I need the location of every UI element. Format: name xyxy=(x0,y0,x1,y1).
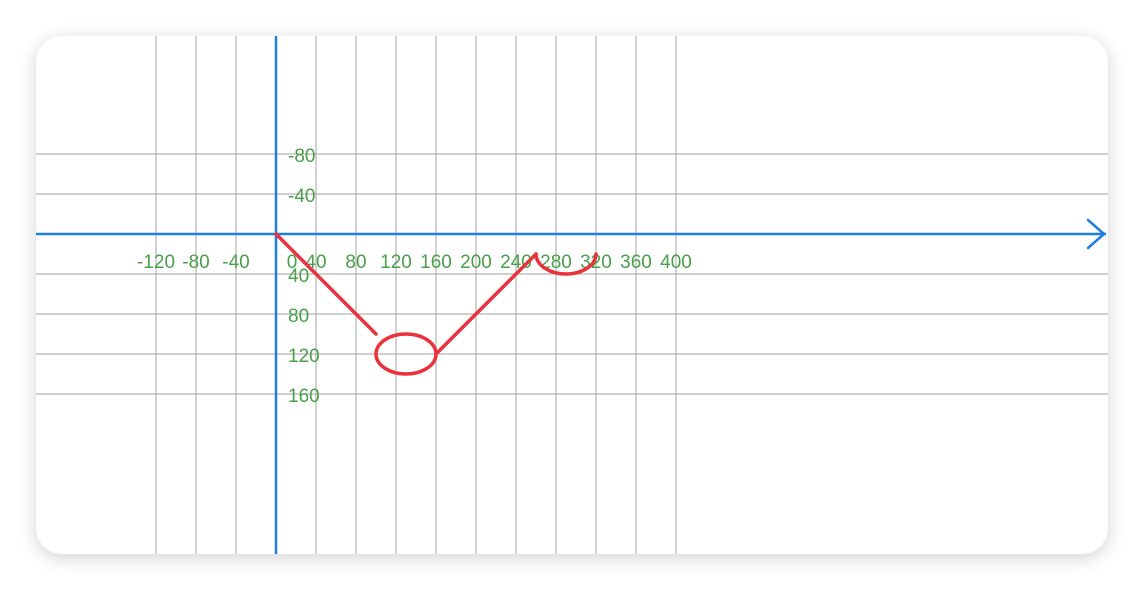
tick-labels: -120 -80 -40 0 40 80 120 160 200 240 280 320 360 400-… xyxy=(137,146,692,407)
x-tick-label: 160 xyxy=(420,252,452,273)
coordinate-chart: -120 -80 -40 0 40 80 120 160 200 240 280 320 360 400-… xyxy=(36,36,1108,554)
x-axis-arrow-icon xyxy=(1086,218,1106,250)
line-segment xyxy=(434,252,538,356)
y-tick-label: 40 xyxy=(288,266,309,287)
y-tick-label: 80 xyxy=(288,306,309,327)
x-tick-label: -40 xyxy=(222,252,249,273)
x-tick-label: 0 xyxy=(287,252,298,273)
axes xyxy=(36,36,1106,554)
arc-shape xyxy=(534,252,598,276)
y-tick-label: 160 xyxy=(288,386,320,407)
x-tick-label: -120 xyxy=(137,252,175,273)
x-tick-label: 360 xyxy=(620,252,652,273)
y-tick-label: 120 xyxy=(288,346,320,367)
chart-card: -120 -80 -40 0 40 80 120 160 200 240 280 320 360 400-… xyxy=(36,36,1108,554)
x-tick-label: 280 xyxy=(540,252,572,273)
grid xyxy=(36,36,1108,554)
y-tick-label: -40 xyxy=(288,186,315,207)
x-tick-label: 80 xyxy=(345,252,366,273)
x-tick-label: 400 xyxy=(660,252,692,273)
drawn-shapes xyxy=(274,232,598,376)
x-tick-label: 120 xyxy=(380,252,412,273)
x-tick-label: 200 xyxy=(460,252,492,273)
y-tick-label: -80 xyxy=(288,146,315,167)
line-segment xyxy=(274,232,378,336)
x-tick-label: -80 xyxy=(182,252,209,273)
